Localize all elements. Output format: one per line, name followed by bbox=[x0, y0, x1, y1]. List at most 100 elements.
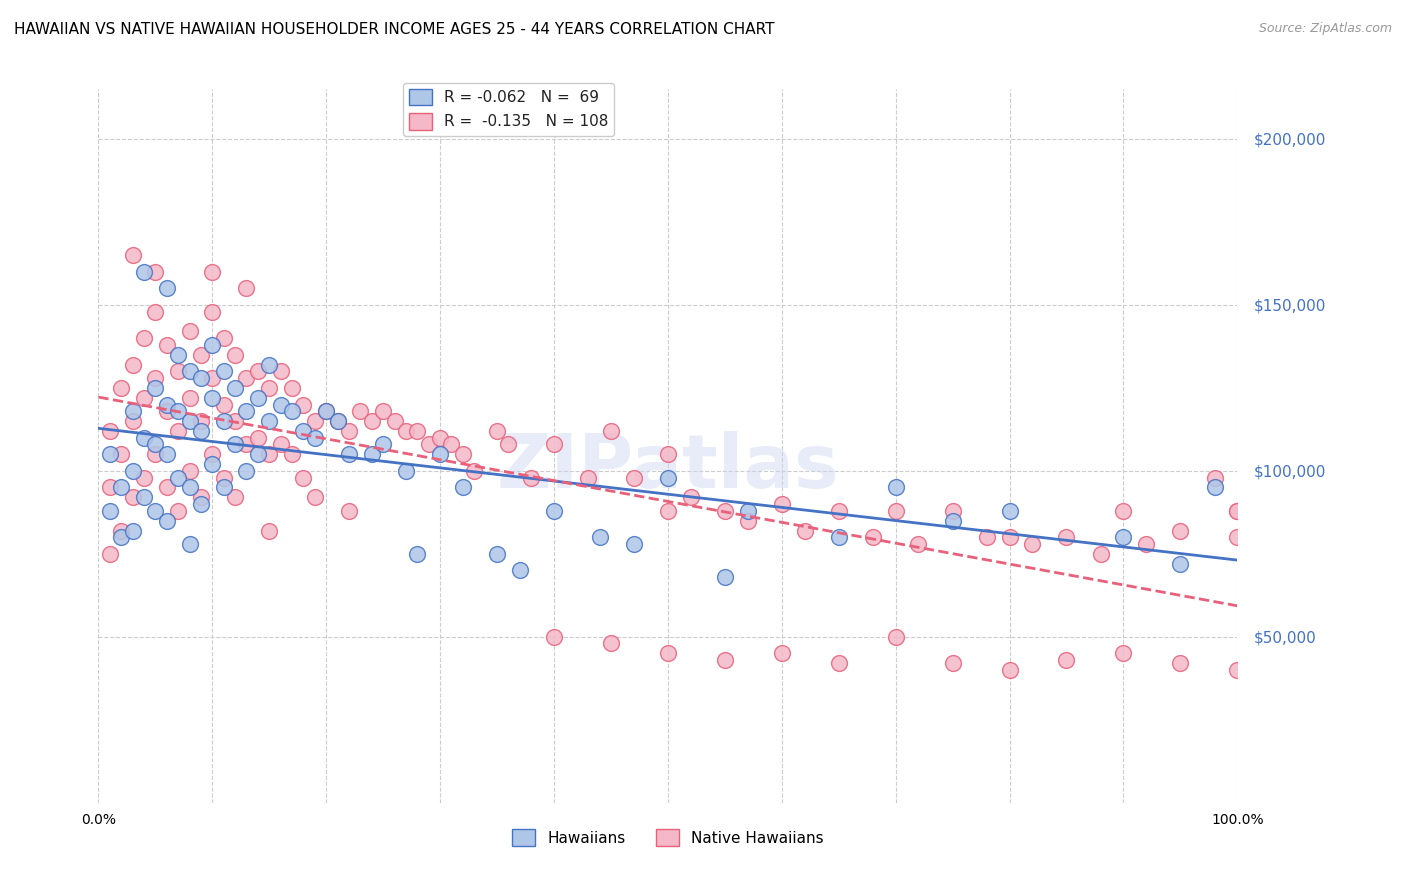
Point bbox=[737, 514, 759, 528]
Point bbox=[828, 530, 851, 544]
Point bbox=[1170, 524, 1192, 538]
Point bbox=[190, 424, 212, 438]
Point bbox=[212, 331, 235, 345]
Point bbox=[121, 491, 143, 505]
Point bbox=[1226, 530, 1249, 544]
Point bbox=[1170, 557, 1192, 571]
Point bbox=[657, 504, 679, 518]
Point bbox=[121, 414, 143, 428]
Point bbox=[270, 437, 292, 451]
Point bbox=[406, 424, 429, 438]
Point bbox=[246, 447, 269, 461]
Point bbox=[145, 504, 167, 518]
Point bbox=[156, 404, 179, 418]
Point bbox=[600, 424, 623, 438]
Point bbox=[486, 424, 509, 438]
Point bbox=[270, 397, 292, 411]
Point bbox=[884, 481, 907, 495]
Point bbox=[145, 447, 167, 461]
Point bbox=[1056, 530, 1078, 544]
Point bbox=[121, 404, 143, 418]
Point bbox=[145, 437, 167, 451]
Point bbox=[179, 414, 201, 428]
Point bbox=[132, 491, 155, 505]
Point bbox=[201, 304, 224, 318]
Point bbox=[167, 348, 190, 362]
Point bbox=[235, 371, 257, 385]
Point bbox=[337, 424, 360, 438]
Point bbox=[623, 537, 645, 551]
Point bbox=[395, 424, 418, 438]
Point bbox=[132, 470, 155, 484]
Point bbox=[110, 447, 132, 461]
Point bbox=[714, 653, 737, 667]
Point bbox=[371, 404, 394, 418]
Point bbox=[156, 447, 179, 461]
Point bbox=[337, 447, 360, 461]
Point bbox=[337, 504, 360, 518]
Point bbox=[235, 437, 257, 451]
Point bbox=[201, 338, 224, 352]
Point bbox=[179, 391, 201, 405]
Point bbox=[201, 457, 224, 471]
Point bbox=[110, 524, 132, 538]
Point bbox=[1112, 504, 1135, 518]
Point bbox=[179, 537, 201, 551]
Point bbox=[259, 414, 281, 428]
Point bbox=[942, 504, 965, 518]
Point bbox=[976, 530, 998, 544]
Point bbox=[770, 647, 793, 661]
Point bbox=[167, 424, 190, 438]
Point bbox=[98, 447, 121, 461]
Text: HAWAIIAN VS NATIVE HAWAIIAN HOUSEHOLDER INCOME AGES 25 - 44 YEARS CORRELATION CH: HAWAIIAN VS NATIVE HAWAIIAN HOUSEHOLDER … bbox=[14, 22, 775, 37]
Point bbox=[224, 381, 246, 395]
Point bbox=[657, 447, 679, 461]
Point bbox=[862, 530, 884, 544]
Point bbox=[132, 265, 155, 279]
Point bbox=[156, 338, 179, 352]
Point bbox=[212, 481, 235, 495]
Point bbox=[190, 414, 212, 428]
Point bbox=[1170, 657, 1192, 671]
Point bbox=[304, 431, 326, 445]
Point bbox=[212, 414, 235, 428]
Text: ZIPatlas: ZIPatlas bbox=[496, 431, 839, 504]
Point bbox=[543, 504, 565, 518]
Point bbox=[132, 391, 155, 405]
Point bbox=[907, 537, 929, 551]
Point bbox=[246, 391, 269, 405]
Point bbox=[714, 570, 737, 584]
Point bbox=[110, 481, 132, 495]
Point bbox=[1226, 663, 1249, 677]
Point bbox=[828, 657, 851, 671]
Legend: Hawaiians, Native Hawaiians: Hawaiians, Native Hawaiians bbox=[506, 823, 830, 852]
Point bbox=[167, 404, 190, 418]
Point bbox=[714, 504, 737, 518]
Point bbox=[179, 325, 201, 339]
Point bbox=[98, 424, 121, 438]
Point bbox=[657, 470, 679, 484]
Point bbox=[145, 304, 167, 318]
Point bbox=[657, 647, 679, 661]
Point bbox=[395, 464, 418, 478]
Point bbox=[156, 481, 179, 495]
Point bbox=[884, 504, 907, 518]
Point bbox=[110, 381, 132, 395]
Point bbox=[224, 414, 246, 428]
Point bbox=[737, 504, 759, 518]
Point bbox=[156, 281, 179, 295]
Point bbox=[623, 470, 645, 484]
Point bbox=[246, 431, 269, 445]
Point bbox=[212, 364, 235, 378]
Point bbox=[884, 630, 907, 644]
Point bbox=[235, 281, 257, 295]
Point bbox=[190, 497, 212, 511]
Point bbox=[246, 364, 269, 378]
Point bbox=[145, 371, 167, 385]
Point bbox=[998, 530, 1021, 544]
Point bbox=[259, 447, 281, 461]
Point bbox=[201, 371, 224, 385]
Point bbox=[167, 364, 190, 378]
Point bbox=[998, 663, 1021, 677]
Point bbox=[326, 414, 349, 428]
